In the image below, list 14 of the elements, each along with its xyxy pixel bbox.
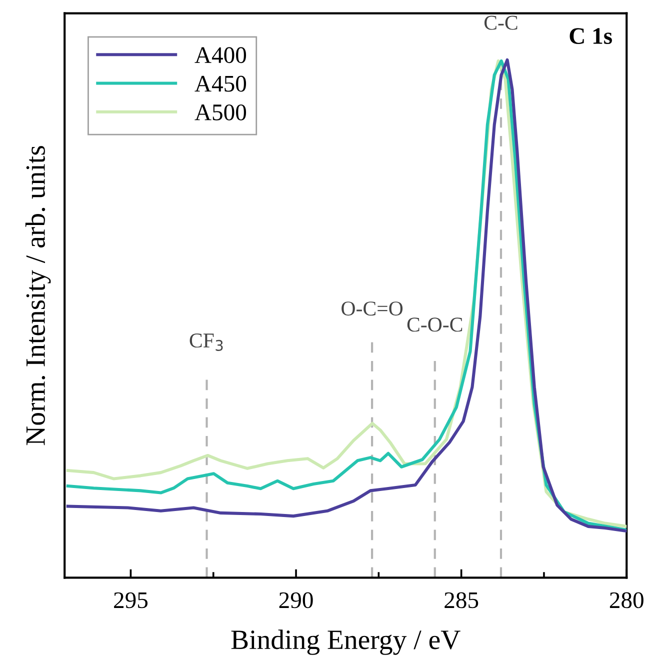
text: C 1s xyxy=(570,28,612,44)
ref-line-label: C-C xyxy=(484,16,518,30)
legend-label: A400 xyxy=(194,47,246,64)
x-axis-title: Binding Energy / eV xyxy=(231,630,460,655)
x-tick-label: 290 xyxy=(279,592,313,608)
ref-line-label: O-C=O xyxy=(342,302,403,316)
x-tick-label: 280 xyxy=(610,592,644,608)
legend-label: A500 xyxy=(194,104,246,120)
ref-line-label: C-O-C xyxy=(407,318,462,332)
x-tick-label: 285 xyxy=(444,592,478,608)
legend-label: A450 xyxy=(194,76,246,92)
ref-line-label: CF$_{3}$ xyxy=(190,334,223,351)
y-axis-title: Norm. Intensity / arb. units xyxy=(25,146,51,446)
x-tick-label: 295 xyxy=(114,592,148,608)
